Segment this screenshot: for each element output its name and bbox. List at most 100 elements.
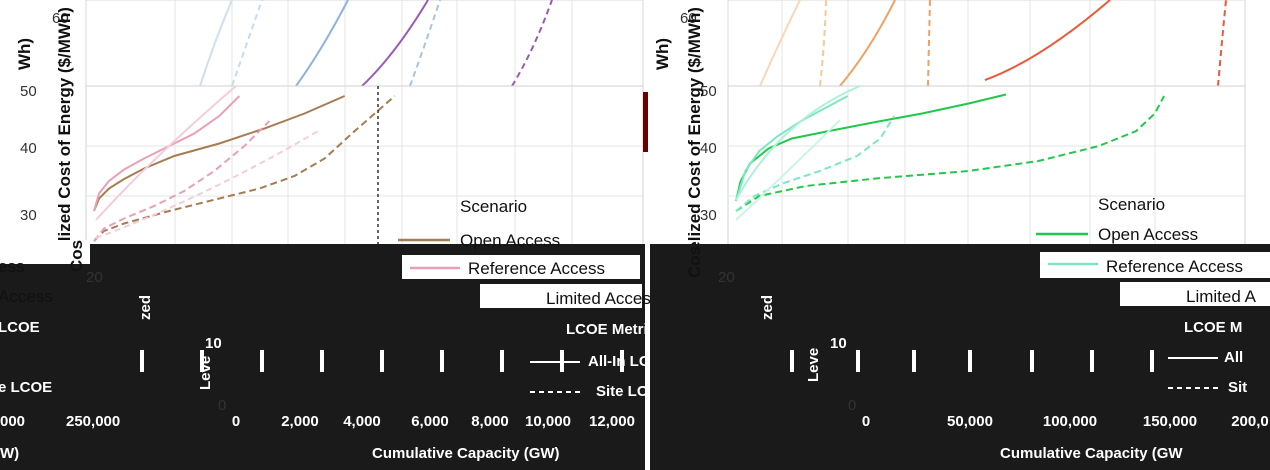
series-line-reference-access-all-in-lcoe: [93, 95, 241, 212]
tick-mark: [790, 350, 794, 372]
left-legend-lim-backing: [480, 284, 642, 308]
series-line-open-access-all-in-lcoe: [93, 95, 345, 212]
top-curve: [1217, 0, 1227, 87]
left-legend-title: Scenario: [460, 197, 527, 216]
tick-mark: [620, 350, 624, 372]
right-zed-fragment: zed: [759, 295, 776, 320]
top-curve: [409, 0, 441, 87]
series-line-open-access-site-lcoe: [735, 95, 1165, 212]
series-line-open-access-site-lcoe: [93, 95, 396, 242]
inset-xtick-label: 12,000: [589, 413, 635, 430]
left-legend-frag-1: ess: [0, 257, 24, 276]
left-ytick-60: 60: [52, 10, 69, 27]
top-curve: [819, 0, 827, 87]
left-inset-ylabel: Leve: [197, 356, 214, 390]
left-legend-frag-3: LCOE: [0, 319, 40, 336]
right-legend-metric: LCOE M: [1184, 319, 1242, 336]
right-legend-limited: Limited A: [1186, 287, 1257, 306]
left-edge-marker: [643, 92, 648, 152]
right-curves: [735, 85, 1165, 221]
left-xlabel-frag: W): [0, 445, 19, 462]
left-legend-open: Open Access: [460, 231, 560, 250]
right-ytick-30: 30: [700, 207, 717, 224]
right-ytick-50: 50: [700, 83, 717, 100]
left-ytick-30: 30: [20, 207, 37, 224]
top-curve: [231, 0, 263, 87]
top-curve: [511, 0, 553, 87]
right-inset-ytick-0: 0: [848, 397, 856, 414]
tick-mark: [1090, 350, 1094, 372]
left-legend-metric: LCOE Metric: [566, 321, 656, 338]
left-top-curves: [199, 0, 553, 87]
left-curves: [93, 85, 648, 246]
inset-xtick-label: 10,000: [525, 413, 571, 430]
right-ylabel-fragment: Wh): [653, 38, 672, 70]
left-plot-area: [85, 85, 644, 247]
left-inset-xlabel: Cumulative Capacity (GW): [372, 445, 560, 462]
inset-xtick-label: 6,000: [411, 413, 449, 430]
light-curve: [95, 85, 237, 221]
right-ytick-60: 60: [680, 10, 697, 27]
right-ytick-40: 40: [700, 140, 717, 157]
light-curve: [95, 129, 321, 239]
tick-mark: [912, 350, 916, 372]
right-ylabel: Levelized Cost of Energy ($/MWh): [685, 7, 704, 280]
tick-mark: [140, 350, 144, 372]
inset-xtick-label: 8,000: [471, 413, 509, 430]
right-xtick-label: 200,0: [1231, 413, 1269, 430]
tick-mark: [968, 350, 972, 372]
left-top-plot-area: [85, 0, 644, 87]
left-ylabel-fragment: Wh): [15, 38, 34, 70]
left-inset-ytick-0: 0: [218, 397, 226, 414]
left-grid: [86, 86, 643, 246]
left-cost-fragment: Cos: [67, 240, 86, 272]
top-curve: [759, 0, 801, 87]
left-legend-reference: Reference Access: [468, 259, 605, 278]
tick-mark: [260, 350, 264, 372]
right-top-curves: [759, 0, 1227, 87]
top-curve: [199, 0, 233, 87]
tick-mark: [1030, 350, 1034, 372]
right-legend-open: Open Access: [1098, 225, 1198, 244]
tick-mark: [500, 350, 504, 372]
top-curve: [984, 0, 1111, 81]
right-xtick-label: 100,000: [1043, 413, 1097, 430]
tick-mark: [856, 350, 860, 372]
inset-xtick-label: 0: [232, 413, 240, 430]
right-legend-title: Scenario: [1098, 195, 1165, 214]
right-legend-lim-backing: [1120, 282, 1270, 306]
top-curve: [927, 0, 931, 87]
left-legend-backing: [0, 240, 90, 264]
right-cost-fragment: Cos: [685, 246, 704, 278]
tick-mark: [440, 350, 444, 372]
right-inset-ytick-10: 10: [830, 335, 847, 352]
inset-xtick-label: 2,000: [281, 413, 319, 430]
left-inset-ytick-10: 10: [205, 335, 222, 352]
top-curve: [839, 0, 896, 87]
right-inset-ylabel: Leve: [805, 348, 822, 382]
left-xtick-frag: 000: [0, 413, 25, 430]
left-ylabel: Levelized Cost of Energy ($/MWh): [55, 7, 74, 280]
tick-mark: [380, 350, 384, 372]
light-curve: [735, 85, 861, 201]
right-legend-site: Sit: [1228, 379, 1247, 396]
right-xlabel: Cumulative Capacity (GW: [1000, 445, 1183, 462]
right-xtick-label: 50,000: [947, 413, 993, 430]
tick-mark: [200, 350, 204, 372]
left-legend-frag-2: Access: [0, 287, 53, 306]
tick-mark: [320, 350, 324, 372]
right-chart: 60 Wh) 50 40 30 Levelized Cost of Energy…: [650, 0, 1270, 470]
series-line-reference-access-site-lcoe: [735, 115, 896, 212]
inset-xtick-label: 4,000: [343, 413, 381, 430]
right-top-plot-area: [727, 0, 1246, 87]
left-ytick-50: 50: [20, 83, 37, 100]
right-legend-reference: Reference Access: [1106, 257, 1243, 276]
light-curve: [735, 119, 841, 221]
left-top-grid: [174, 0, 573, 86]
left-xtick-250000: 250,000: [66, 413, 120, 430]
right-top-grid: [781, 0, 1156, 86]
right-xtick-label: 0: [862, 413, 870, 430]
tick-mark: [1150, 350, 1154, 372]
left-inset-ytick-20: 20: [86, 269, 103, 286]
left-chart: 60 Wh) 50 40 30 Levelized Cost of Energy…: [0, 0, 660, 470]
